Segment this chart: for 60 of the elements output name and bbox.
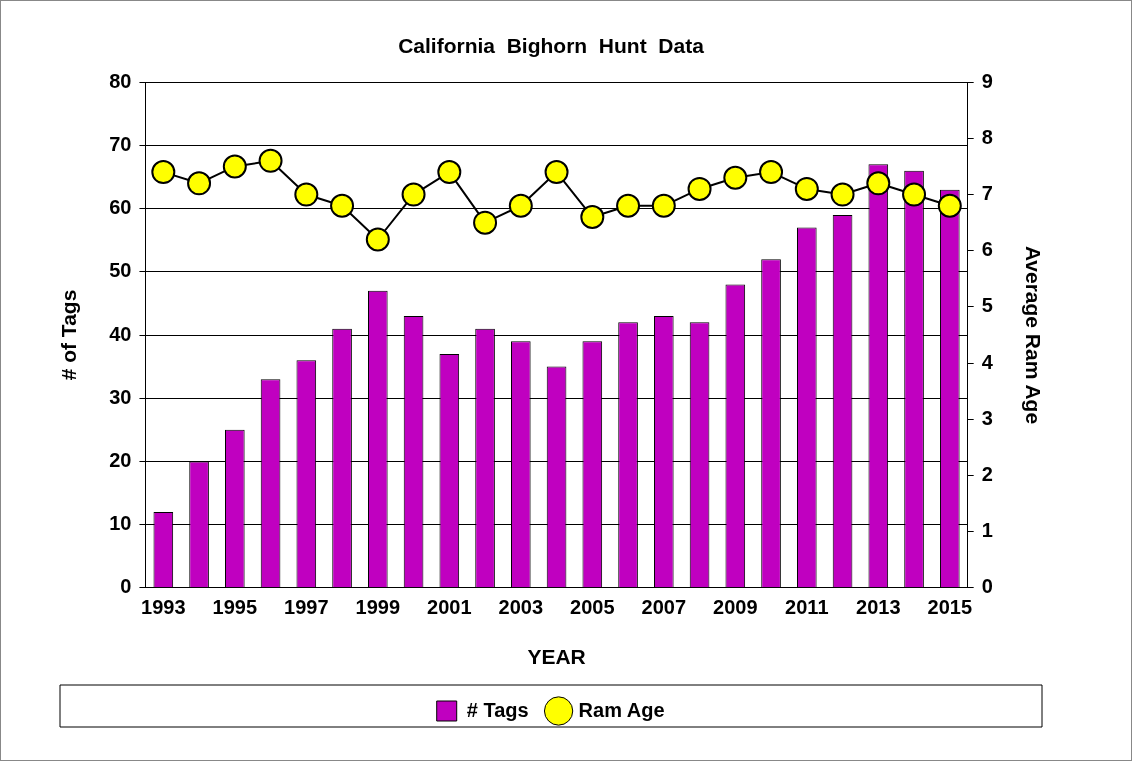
point xyxy=(794,176,819,201)
x-tick-label: 1995 xyxy=(212,596,258,619)
y-axis-title: # of Tags xyxy=(57,289,81,381)
point xyxy=(866,171,891,196)
x-axis-title: YEAR xyxy=(527,645,586,669)
y-tick-label: 40 xyxy=(109,322,132,345)
point xyxy=(902,182,927,207)
legend-label: Ram Age xyxy=(578,698,665,721)
x-tick-label: 2015 xyxy=(927,596,973,619)
point xyxy=(258,148,283,173)
legend-label: # Tags xyxy=(466,698,529,721)
y-tick-label: 10 xyxy=(109,512,132,535)
point xyxy=(473,210,498,235)
y2-tick-label: 0 xyxy=(981,575,993,598)
point xyxy=(723,165,748,190)
x-tick-label: 2005 xyxy=(570,596,615,619)
point xyxy=(759,160,784,185)
y2-tick-label: 1 xyxy=(981,519,993,542)
y2-tick-label: 7 xyxy=(981,182,993,205)
point xyxy=(437,160,462,185)
point xyxy=(508,193,533,218)
chart-title: California Bighorn Hunt Data xyxy=(398,34,705,58)
y2-tick-label: 8 xyxy=(981,125,993,148)
point xyxy=(544,160,569,185)
point xyxy=(294,182,319,207)
x-tick-label: 1993 xyxy=(141,596,186,619)
point xyxy=(687,176,712,201)
y-tick-label: 80 xyxy=(109,69,132,92)
y-tick-label: 30 xyxy=(109,385,132,408)
y2-tick-label: 3 xyxy=(981,406,993,429)
y2-tick-label: 5 xyxy=(981,294,993,317)
x-tick-label: 1999 xyxy=(355,596,401,619)
point xyxy=(616,193,641,218)
point xyxy=(330,193,355,218)
x-tick-label: 2001 xyxy=(427,596,472,619)
point xyxy=(365,227,390,252)
y2-tick-label: 4 xyxy=(981,350,994,373)
point xyxy=(651,193,676,218)
x-tick-label: 2007 xyxy=(641,596,687,619)
y2-tick-label: 2 xyxy=(981,462,993,485)
point xyxy=(401,182,426,207)
point xyxy=(222,154,247,179)
y2-tick-label: 9 xyxy=(981,69,993,92)
x-tick-label: 2011 xyxy=(785,596,829,619)
y-tick-label: 50 xyxy=(109,259,132,282)
x-tick-label: 2003 xyxy=(498,596,544,619)
point xyxy=(580,205,605,230)
x-tick-label: 2013 xyxy=(856,596,901,619)
x-tick-label: 2009 xyxy=(713,596,758,619)
y-tick-label: 60 xyxy=(109,196,132,219)
y-tick-label: 70 xyxy=(109,132,132,155)
point xyxy=(937,193,962,218)
y-tick-label: 20 xyxy=(109,448,132,471)
point xyxy=(187,171,212,196)
y2-tick-label: 6 xyxy=(981,238,993,261)
y2-axis-title: Average Ram Age xyxy=(1021,245,1045,425)
x-tick-label: 1997 xyxy=(284,596,329,619)
y-tick-label: 0 xyxy=(120,575,132,598)
point xyxy=(830,182,855,207)
point xyxy=(151,160,176,185)
